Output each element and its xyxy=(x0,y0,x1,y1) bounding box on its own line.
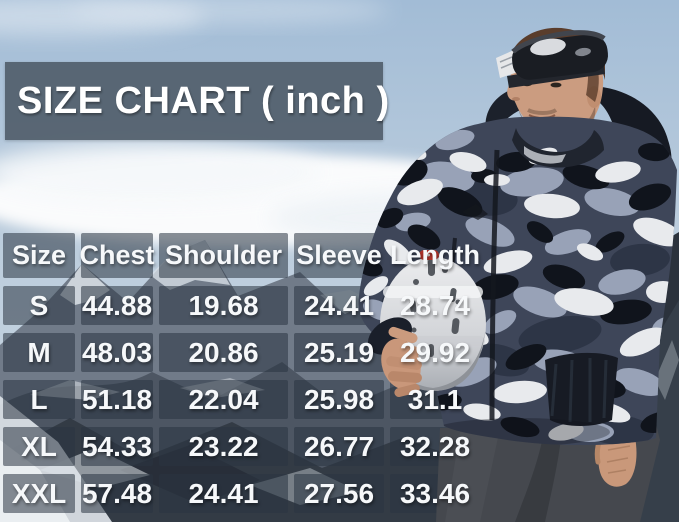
header-cell-shoulder xyxy=(159,233,288,278)
value-cell-xxl-sleeve xyxy=(294,474,384,513)
size-cell-m-size: M xyxy=(27,336,51,368)
value-cell-xxl-chest: 57.48 xyxy=(81,477,153,509)
value-cell-xl-chest: 54.33 xyxy=(81,430,153,462)
header-cell-size: Size xyxy=(11,240,67,270)
size-cell-xl-size: XL xyxy=(21,430,57,462)
value-cell-xl-sleeve: 26.77 xyxy=(303,430,375,462)
value-cell-xxl-length: 33.46 xyxy=(399,477,471,509)
value-cell-l-shoulder: 22.04 xyxy=(188,383,259,415)
title-banner: SIZE CHART ( inch ) xyxy=(5,62,389,140)
value-cell-l-chest xyxy=(81,380,153,419)
eye xyxy=(550,82,562,88)
value-cell-xxl-chest xyxy=(81,474,153,513)
value-cell-m-sleeve: 25.19 xyxy=(303,336,375,368)
value-cell-xl-sleeve xyxy=(294,427,384,466)
page-title: SIZE CHART ( inch ) xyxy=(17,79,390,122)
size-cell-xl-size xyxy=(3,427,75,466)
value-cell-s-shoulder xyxy=(159,286,288,325)
value-cell-m-chest: 48.03 xyxy=(81,336,153,368)
size-cell-xxl-size: XXL xyxy=(11,477,67,509)
value-cell-xl-shoulder: 23.22 xyxy=(188,430,259,462)
chest-logo xyxy=(462,204,488,220)
size-table: Size Chest Shoulder Sleeve Length S 44.88 19.68… xyxy=(3,233,480,513)
value-cell-s-chest xyxy=(81,286,153,325)
value-cell-s-chest: 44.88 xyxy=(81,289,153,321)
header-cell-chest xyxy=(81,233,153,278)
value-cell-xl-chest xyxy=(81,427,153,466)
size-cell-s-size: S xyxy=(29,289,49,321)
left-hand xyxy=(367,317,422,398)
value-cell-l-chest: 51.18 xyxy=(81,383,153,415)
size-cell-m-size xyxy=(3,333,75,372)
value-cell-l-sleeve xyxy=(294,380,384,419)
value-cell-xl-length: 32.28 xyxy=(399,430,471,462)
value-cell-s-length: 28.74 xyxy=(399,289,471,321)
value-cell-m-shoulder: 20.86 xyxy=(188,336,259,368)
header-cell-sleeve: Sleeve xyxy=(296,240,382,270)
header-cell-length: Length xyxy=(390,240,480,270)
value-cell-xxl-shoulder: 24.41 xyxy=(188,477,259,509)
size-cell-l-size: L xyxy=(30,383,48,415)
value-cell-m-chest xyxy=(81,333,153,372)
header-cell-shoulder: Shoulder xyxy=(164,240,282,270)
header-cell-chest: Chest xyxy=(79,240,155,270)
value-cell-xxl-shoulder xyxy=(159,474,288,513)
value-cell-s-shoulder: 19.68 xyxy=(188,289,259,321)
zipper xyxy=(489,149,500,421)
value-cell-s-sleeve: 24.41 xyxy=(303,289,375,321)
value-cell-xxl-sleeve: 27.56 xyxy=(303,477,375,509)
collar xyxy=(512,128,604,168)
ski-goggles-icon xyxy=(496,30,609,88)
size-cell-s-size xyxy=(3,286,75,325)
value-cell-l-sleeve: 25.98 xyxy=(303,383,375,415)
sleeve-cuff xyxy=(545,352,618,426)
size-cell-xxl-size xyxy=(3,474,75,513)
header-cell-size xyxy=(3,233,75,278)
value-cell-xl-shoulder xyxy=(159,427,288,466)
value-cell-l-shoulder xyxy=(159,380,288,419)
size-cell-l-size xyxy=(3,380,75,419)
value-cell-m-shoulder xyxy=(159,333,288,372)
value-cell-m-length: 29.92 xyxy=(399,336,471,368)
value-cell-l-length: 31.1 xyxy=(407,383,463,415)
